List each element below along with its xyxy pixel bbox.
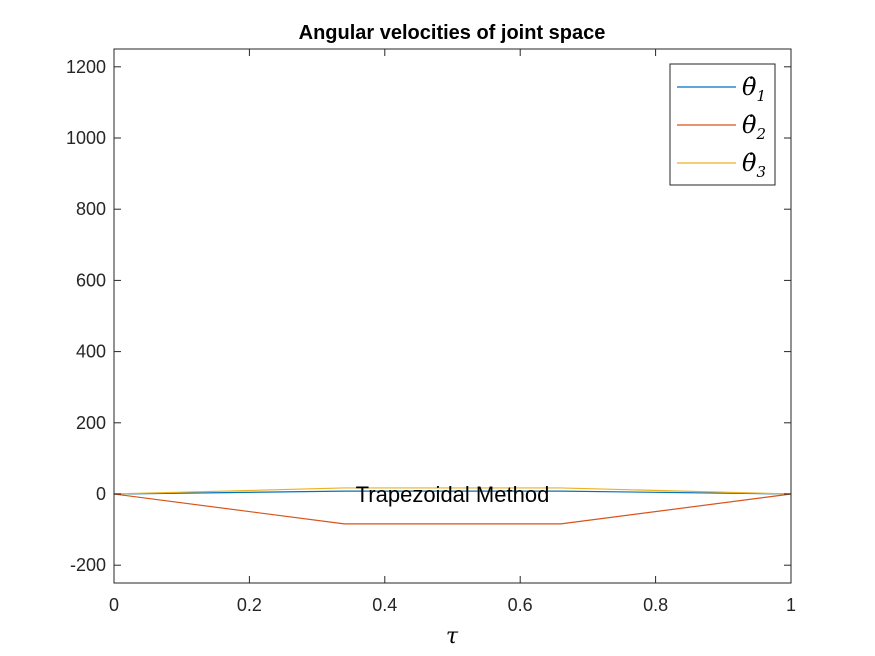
x-tick-label: 1 xyxy=(786,595,796,615)
y-tick-label: 1000 xyxy=(66,128,106,148)
y-tick-label: -200 xyxy=(70,555,106,575)
y-tick-label: 600 xyxy=(76,270,106,290)
x-tick-label: 0 xyxy=(109,595,119,615)
annotation-text: Trapezoidal Method xyxy=(356,482,550,507)
axes-box xyxy=(113,48,792,584)
y-tick-label: 800 xyxy=(76,199,106,219)
x-tick-label: 0.4 xyxy=(372,595,397,615)
legend-subscript-2: 2 xyxy=(755,125,766,143)
y-tick-label: 400 xyxy=(76,342,106,362)
legend: θ̇1θ̇2θ̇3 xyxy=(669,63,776,186)
x-tick-label: 0.6 xyxy=(508,595,533,615)
chart-title: Angular velocities of joint space xyxy=(299,22,606,44)
legend-subscript-3: 3 xyxy=(756,163,766,181)
series-line-3 xyxy=(113,487,792,495)
series-line-1 xyxy=(113,490,792,495)
series-line-2 xyxy=(113,493,792,525)
y-tick-label: 200 xyxy=(76,413,106,433)
y-tick-label: 0 xyxy=(96,484,106,504)
x-tick-label: 0.2 xyxy=(237,595,262,615)
x-tick-label: 0.8 xyxy=(643,595,668,615)
x-axis-label: τ xyxy=(446,624,459,649)
annotation-layer: Trapezoidal Method xyxy=(356,482,550,507)
legend-subscript-1: 1 xyxy=(756,87,766,105)
y-tick-label: 1200 xyxy=(66,57,106,77)
series-layer xyxy=(113,487,792,525)
legend-label-1: θ̇1 xyxy=(742,73,766,105)
